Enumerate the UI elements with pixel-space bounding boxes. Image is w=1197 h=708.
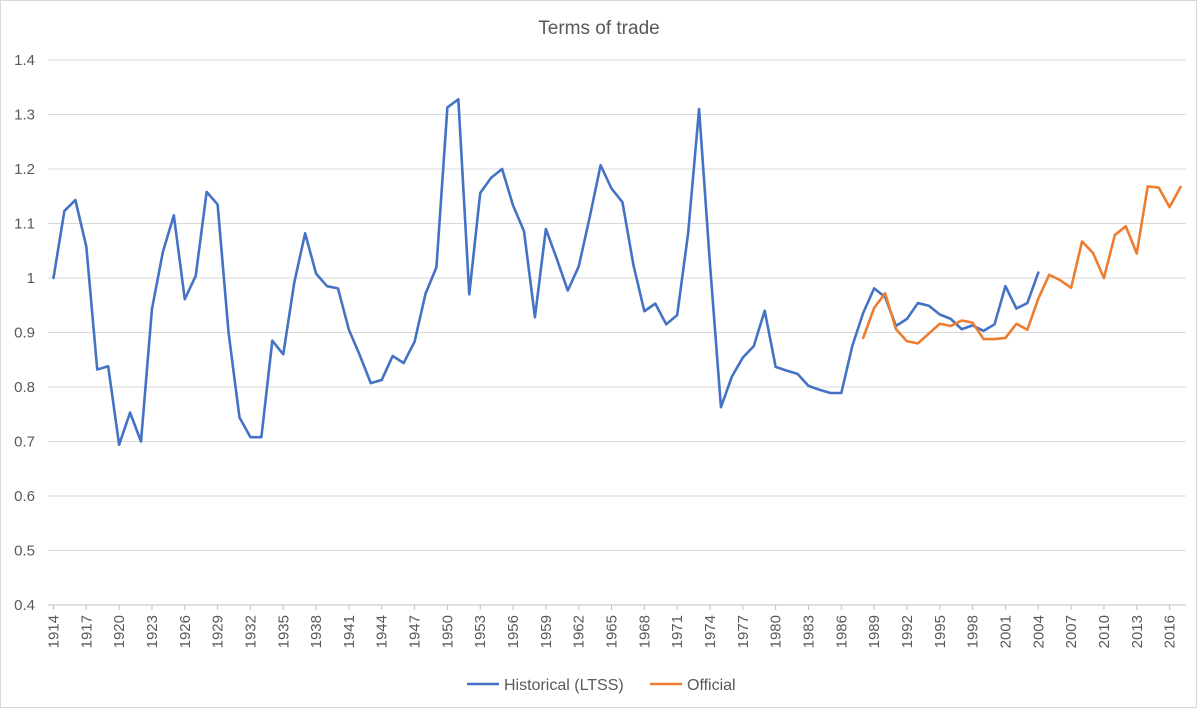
series-line <box>861 185 1182 345</box>
x-tick-label: 1956 <box>505 615 522 648</box>
x-tick-label: 2001 <box>997 615 1014 648</box>
x-tick-label: 1995 <box>932 615 949 648</box>
x-tick-label: 1977 <box>735 615 752 648</box>
y-axis-tick-labels: 0.4 0.5 0.6 0.7 0.8 0.9 1 1.1 1.2 1.3 1.4 <box>14 52 35 614</box>
series-official <box>861 185 1182 345</box>
x-tick-label: 2010 <box>1096 615 1113 648</box>
x-tick-label: 1974 <box>702 615 719 648</box>
x-tick-label: 1941 <box>341 615 358 648</box>
x-tick-label: 2007 <box>1063 615 1080 648</box>
y-tick-label: 1.2 <box>14 161 35 178</box>
x-tick-label: 1983 <box>800 615 817 648</box>
series-historical <box>52 97 1040 447</box>
x-tick-label: 1989 <box>866 615 883 648</box>
legend: Historical (LTSS) Official <box>467 677 736 694</box>
x-tick-label: 1971 <box>669 615 686 648</box>
y-tick-label: 1.1 <box>14 216 35 233</box>
x-tick-label: 1923 <box>144 615 161 648</box>
y-tick-label: 1 <box>27 270 35 287</box>
x-tick-label: 2004 <box>1030 615 1047 648</box>
x-tick-label: 1968 <box>636 615 653 648</box>
x-tick-label: 1932 <box>242 615 259 648</box>
x-tick-label: 1917 <box>78 615 95 648</box>
gridlines <box>48 59 1186 606</box>
x-tick-label: 1998 <box>965 615 982 648</box>
x-tick-label: 2016 <box>1162 615 1179 648</box>
x-tick-label: 1947 <box>407 615 424 648</box>
x-tick-label: 1992 <box>899 615 916 648</box>
y-tick-label: 0.9 <box>14 325 35 342</box>
series-line <box>52 97 1040 447</box>
series-lines <box>52 97 1182 447</box>
x-tick-label: 1986 <box>833 615 850 648</box>
x-tick-label: 1914 <box>45 615 62 648</box>
x-tick-label: 1959 <box>538 615 555 648</box>
x-axis-tick-labels: 1914 1917 1920 1923 1926 1929 1932 1935 1938 1941… <box>45 605 1179 648</box>
x-tick-label: 1962 <box>571 615 588 648</box>
x-tick-label: 1980 <box>768 615 785 648</box>
y-tick-label: 0.7 <box>14 434 35 451</box>
x-tick-label: 1965 <box>604 615 621 648</box>
y-tick-label: 0.4 <box>14 597 35 614</box>
x-tick-label: 1953 <box>472 615 489 648</box>
y-tick-label: 0.8 <box>14 379 35 396</box>
x-tick-label: 1935 <box>275 615 292 648</box>
x-tick-label: 1950 <box>439 615 456 648</box>
x-tick-label: 1926 <box>177 615 194 648</box>
chart-title: Terms of trade <box>538 18 659 39</box>
x-tick-label: 1929 <box>210 615 227 648</box>
legend-label: Historical (LTSS) <box>504 677 624 694</box>
x-tick-label: 1938 <box>308 615 325 648</box>
y-tick-label: 0.5 <box>14 543 35 560</box>
y-tick-label: 0.6 <box>14 488 35 505</box>
legend-label: Official <box>687 677 736 694</box>
x-tick-label: 2013 <box>1129 615 1146 648</box>
x-tick-label: 1944 <box>374 615 391 648</box>
y-tick-label: 1.4 <box>14 52 35 69</box>
y-tick-label: 1.3 <box>14 107 35 124</box>
x-tick-label: 1920 <box>111 615 128 648</box>
